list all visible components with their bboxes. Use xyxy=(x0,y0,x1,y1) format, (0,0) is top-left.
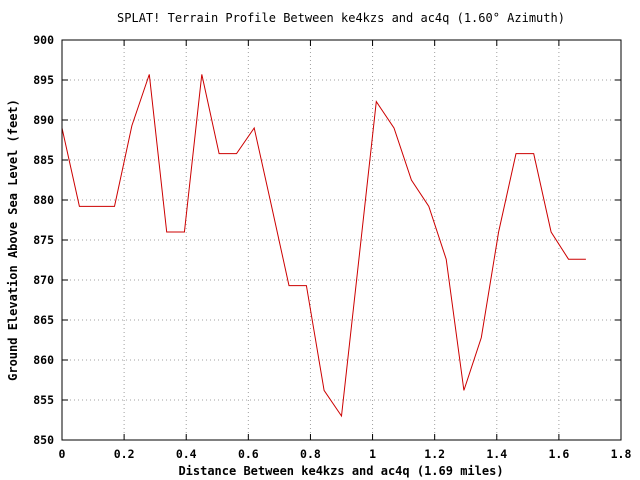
chart-title: SPLAT! Terrain Profile Between ke4kzs an… xyxy=(117,11,565,25)
y-tick-label: 875 xyxy=(33,233,54,247)
x-tick-label: 1.8 xyxy=(611,447,632,461)
tick-layer: 0 0.2 0.4 0.6 0.8 1 1.2 1.4 1.6 1.8 850 855 860 865 87… xyxy=(33,33,631,461)
x-tick-label: 1.2 xyxy=(424,447,445,461)
y-tick-label: 870 xyxy=(33,273,54,287)
data-layer xyxy=(61,74,586,418)
y-tick-label: 850 xyxy=(33,433,54,447)
x-tick-label: 0.6 xyxy=(238,447,259,461)
x-tick-label: 0.2 xyxy=(114,447,135,461)
x-tick-label: 1.4 xyxy=(486,447,507,461)
plot-frame xyxy=(61,39,622,441)
x-axis-label: Distance Between ke4kzs and ac4q (1.69 m… xyxy=(178,464,503,478)
x-tick-label: 0.4 xyxy=(176,447,197,461)
x-tick-label: 1 xyxy=(369,447,376,461)
y-tick-label: 880 xyxy=(33,193,54,207)
x-tick-label: 0 xyxy=(59,447,66,461)
y-tick-label: 865 xyxy=(33,313,54,327)
y-tick-label: 890 xyxy=(33,113,54,127)
y-tick-label: 895 xyxy=(33,73,54,87)
x-tick-label: 0.8 xyxy=(300,447,321,461)
x-tick-label: 1.6 xyxy=(548,447,569,461)
y-tick-label: 900 xyxy=(33,33,54,47)
grid-layer xyxy=(62,40,621,440)
y-tick-label: 855 xyxy=(33,393,54,407)
y-axis-label: Ground Elevation Above Sea Level (feet) xyxy=(6,99,20,381)
y-tick-label: 885 xyxy=(33,153,54,167)
terrain-profile-line xyxy=(61,74,586,418)
y-tick-label: 860 xyxy=(33,353,54,367)
